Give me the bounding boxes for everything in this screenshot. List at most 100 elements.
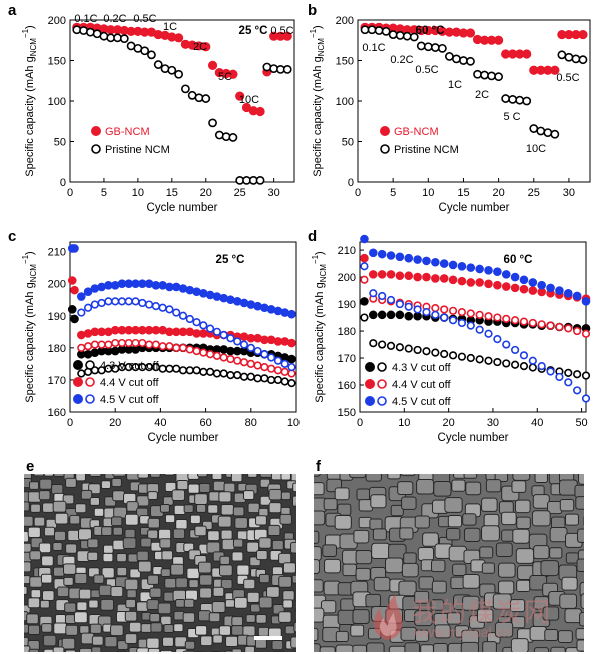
sem-grain [43,474,55,477]
legend-label: 4.5 V cut off [100,394,159,406]
data-point [402,31,412,41]
data-point [367,25,377,35]
sem-grain [74,503,87,514]
x-tick-label: 60 [199,417,211,429]
x-axis-label: Cycle number [438,432,509,444]
sem-grain [189,514,201,525]
data-point [386,295,396,305]
sem-grain [124,513,139,526]
data-point [416,41,426,51]
y-tick-label: 180 [338,326,356,338]
data-point [475,278,484,287]
data-point [192,318,201,327]
data-point [404,302,413,311]
sem-grain [39,599,50,609]
data-point [147,50,156,60]
sem-grain [173,623,184,633]
data-point [572,291,582,301]
sem-grain [544,629,559,642]
sem-grain [282,590,295,601]
data-point [404,271,414,281]
sem-grain [278,575,292,588]
sem-grain [220,504,235,516]
sem-grain [219,555,231,565]
data-point [413,305,422,314]
sem-grain [173,610,185,621]
sem-grain [89,623,102,634]
sem-grain [319,646,336,652]
data-point [431,304,440,313]
x-tick-label: 40 [154,417,166,429]
data-point [145,340,154,349]
sem-grain [111,516,123,527]
sem-grain [164,514,176,524]
data-point [233,356,242,365]
sem-grain [236,530,249,541]
legend: 4.3 V cut off 4.4 V cut off 4.5 V cut off [365,362,451,408]
data-point [543,128,553,137]
sem-grain [398,580,417,597]
data-point [431,348,440,357]
sem-grain [124,610,138,622]
data-point [239,340,249,349]
y-tick-label: 50 [54,137,66,149]
data-point [70,244,79,253]
sem-grain [126,474,140,481]
sem-grain [415,629,430,642]
sem-grain [257,626,270,637]
sem-grain [56,586,70,598]
sem-grain [87,538,99,549]
sem-grain [447,515,463,528]
rate-label: 1C [163,21,177,33]
sem-grain [175,518,188,530]
sem-grain [579,611,584,627]
data-point [117,297,127,306]
data-point [473,69,482,79]
sem-grain [323,498,338,511]
sem-grain [369,518,383,530]
sem-grain [290,636,296,649]
sem-grain [136,601,149,612]
sem-grain [259,474,274,478]
data-point [208,118,217,128]
data-point [444,52,454,61]
data-point [528,356,537,365]
sem-grain [431,559,446,573]
y-tick-label: 160 [48,407,66,419]
data-point [508,94,518,104]
sem-grain [430,599,444,611]
data-point [395,252,405,262]
sem-grain [218,491,232,503]
sem-grain [232,538,244,548]
sem-grain [147,529,159,540]
sem-grain [194,493,208,506]
data-point [395,271,405,281]
sem-grain [320,600,337,614]
sem-grain [268,502,282,514]
data-point [185,366,194,375]
data-point [226,334,235,343]
data-point [111,338,120,348]
legend-marker-open [85,394,95,404]
data-point [206,324,215,333]
sem-grain [479,546,494,559]
data-point [519,275,529,285]
sem-grain [401,562,419,578]
data-point [246,359,255,368]
legend: GB-NCM Pristine NCM [91,126,170,156]
sem-grain [294,600,296,611]
data-point [448,306,458,315]
sem-grain [146,637,160,650]
data-point [260,362,269,372]
data-point [67,276,77,285]
cycling-chart-60c: 0 10 20 30 40 50 150 160 170 180 190 200 210 Cycle nu… [311,234,591,444]
rate-label: 5C [218,71,232,83]
sem-grain [69,514,81,525]
sem-grain [197,610,211,622]
rate-label: 10C [526,143,546,155]
legend-label: 4.3 V cut off [100,360,159,372]
x-tick-label: 20 [109,417,121,429]
data-point [494,72,504,82]
sem-grain [74,572,88,585]
data-point [172,308,181,317]
